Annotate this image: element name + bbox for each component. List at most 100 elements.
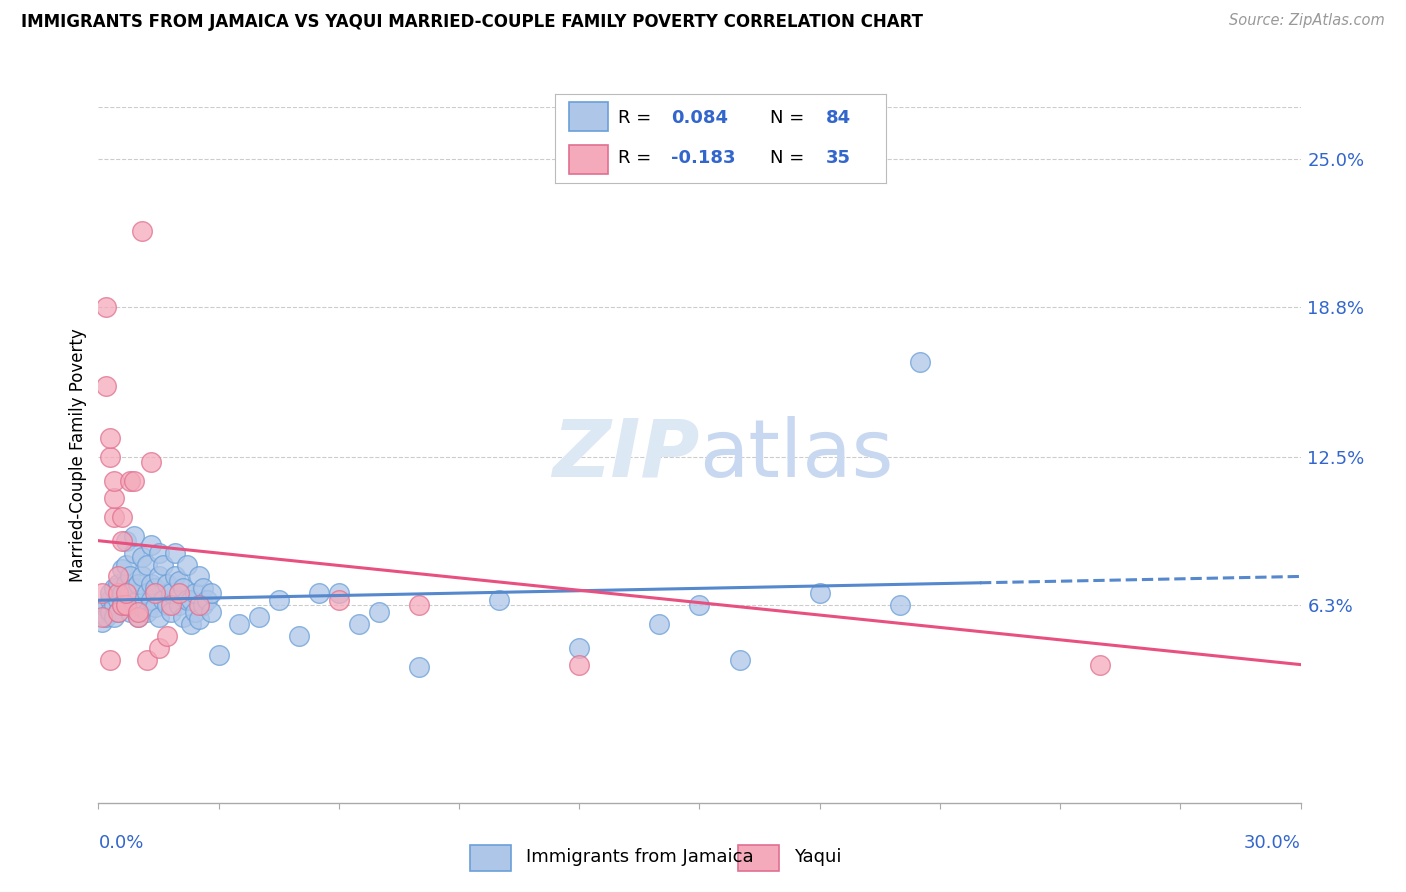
Point	[139, 455, 162, 469]
Point	[155, 598, 177, 612]
Point	[228, 617, 250, 632]
Point	[187, 569, 209, 583]
Point	[187, 612, 209, 626]
Point	[163, 569, 186, 583]
Point	[200, 586, 222, 600]
Text: 30.0%: 30.0%	[1244, 834, 1301, 852]
Point	[200, 605, 222, 619]
Point	[107, 586, 129, 600]
Bar	[470, 845, 510, 871]
Point	[100, 605, 122, 619]
Point	[172, 582, 194, 596]
Point	[103, 474, 125, 488]
Point	[488, 593, 510, 607]
Point	[143, 586, 166, 600]
Point	[103, 582, 125, 596]
Point	[131, 550, 153, 565]
Point	[103, 610, 125, 624]
Point	[191, 582, 214, 596]
Point	[148, 569, 170, 583]
Point	[91, 605, 114, 619]
Point	[368, 605, 391, 619]
Point	[96, 610, 118, 624]
Point	[163, 546, 186, 560]
Point	[111, 598, 134, 612]
Point	[135, 605, 157, 619]
Point	[889, 598, 911, 612]
Text: ZIP: ZIP	[553, 416, 700, 494]
Point	[131, 569, 153, 583]
Point	[908, 355, 931, 369]
Point	[96, 300, 118, 314]
Point	[115, 586, 138, 600]
Text: Source: ZipAtlas.com: Source: ZipAtlas.com	[1229, 13, 1385, 29]
Point	[183, 586, 205, 600]
Point	[128, 576, 150, 591]
Point	[120, 605, 142, 619]
Text: -0.183: -0.183	[671, 149, 735, 167]
Point	[107, 605, 129, 619]
Point	[115, 533, 138, 548]
Point	[128, 593, 150, 607]
Point	[100, 431, 122, 445]
Point	[124, 529, 146, 543]
Point	[1088, 657, 1111, 672]
Point	[155, 576, 177, 591]
Point	[91, 586, 114, 600]
Point	[159, 598, 181, 612]
Point	[124, 474, 146, 488]
Point	[120, 474, 142, 488]
Point	[195, 593, 218, 607]
Point	[107, 576, 129, 591]
Point	[728, 653, 751, 667]
Point	[155, 629, 177, 643]
Point	[187, 598, 209, 612]
Bar	[738, 845, 779, 871]
Point	[135, 558, 157, 572]
Point	[115, 576, 138, 591]
Y-axis label: Married-Couple Family Poverty: Married-Couple Family Poverty	[69, 328, 87, 582]
Point	[143, 582, 166, 596]
Point	[135, 653, 157, 667]
Point	[128, 610, 150, 624]
Point	[172, 610, 194, 624]
Point	[111, 562, 134, 576]
Point	[128, 605, 150, 619]
Point	[139, 539, 162, 553]
Point	[176, 593, 198, 607]
Point	[128, 610, 150, 624]
Point	[247, 610, 270, 624]
Point	[115, 593, 138, 607]
Point	[159, 605, 181, 619]
Point	[328, 586, 350, 600]
Point	[267, 593, 290, 607]
Text: Immigrants from Jamaica: Immigrants from Jamaica	[526, 847, 754, 866]
Text: R =: R =	[619, 109, 657, 127]
Text: N =: N =	[770, 109, 810, 127]
Point	[568, 657, 591, 672]
Point	[648, 617, 671, 632]
Text: 35: 35	[827, 149, 851, 167]
Point	[96, 600, 118, 615]
Point	[91, 615, 114, 629]
Bar	[568, 145, 609, 174]
Point	[124, 598, 146, 612]
Point	[91, 610, 114, 624]
Point	[103, 598, 125, 612]
Point	[347, 617, 370, 632]
Point	[152, 593, 174, 607]
Point	[100, 586, 122, 600]
Point	[808, 586, 831, 600]
Point	[191, 598, 214, 612]
Point	[124, 582, 146, 596]
Text: 0.084: 0.084	[671, 109, 728, 127]
Point	[96, 379, 118, 393]
Point	[107, 569, 129, 583]
Point	[148, 610, 170, 624]
Text: 0.0%: 0.0%	[98, 834, 143, 852]
Point	[167, 586, 190, 600]
Point	[148, 546, 170, 560]
Point	[689, 598, 711, 612]
Point	[167, 598, 190, 612]
Point	[120, 569, 142, 583]
